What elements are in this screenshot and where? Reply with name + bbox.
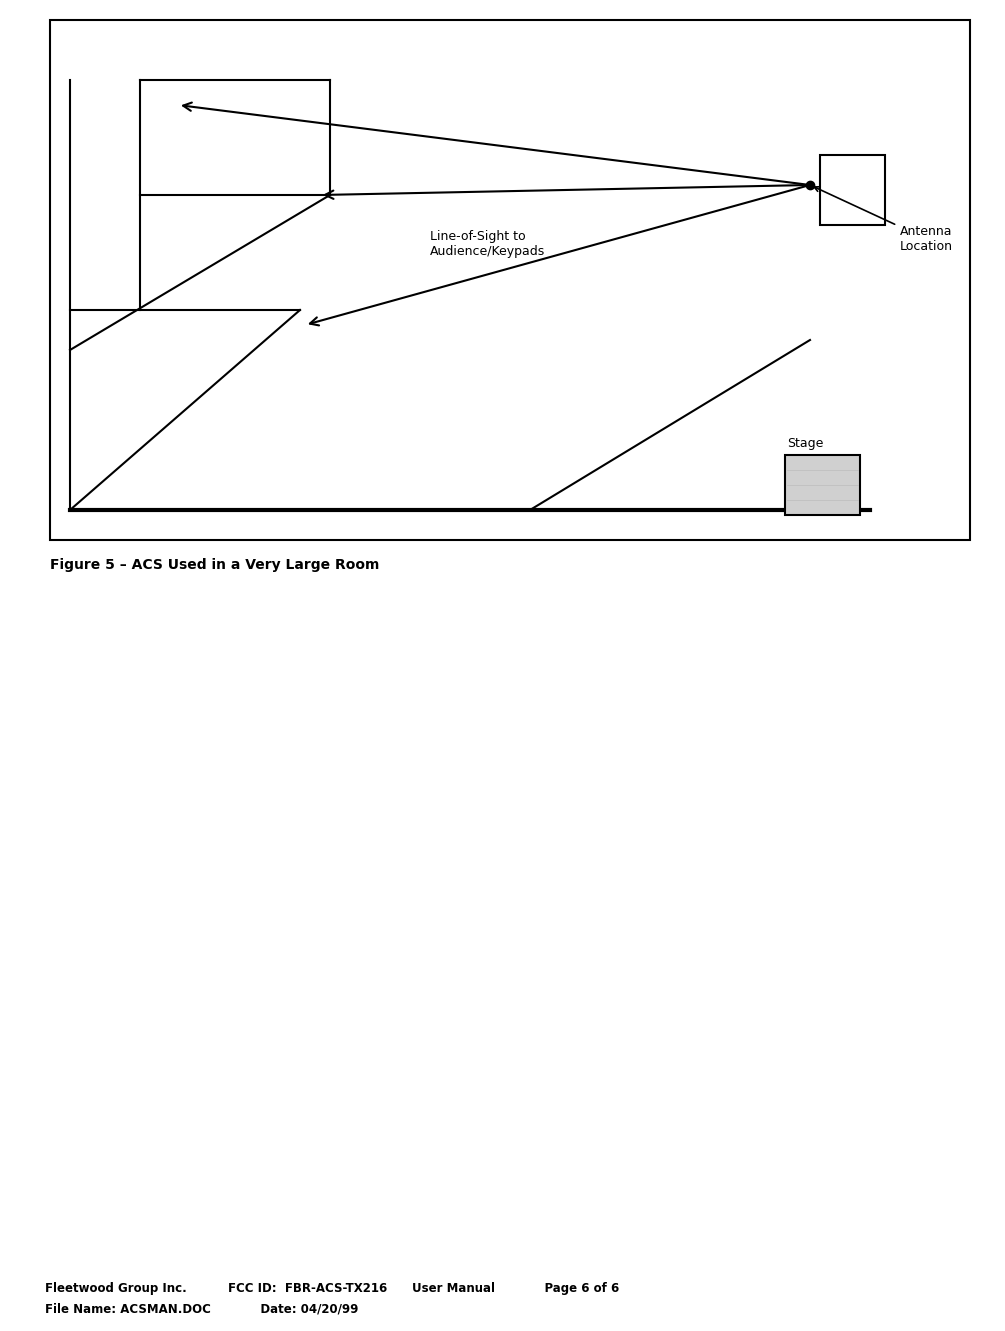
Text: Antenna
Location: Antenna Location [814,186,953,253]
Text: File Name: ACSMAN.DOC            Date: 04/20/99: File Name: ACSMAN.DOC Date: 04/20/99 [45,1302,359,1315]
Text: Fleetwood Group Inc.          FCC ID:  FBR-ACS-TX216      User Manual           : Fleetwood Group Inc. FCC ID: FBR-ACS-TX2… [45,1282,619,1295]
Bar [820,154,885,225]
Bar [50,20,970,540]
Text: Line-of-Sight to
Audience/Keypads: Line-of-Sight to Audience/Keypads [430,230,546,258]
Text: Figure 5 – ACS Used in a Very Large Room: Figure 5 – ACS Used in a Very Large Room [50,558,379,572]
Bar [785,455,860,515]
Text: Stage: Stage [787,437,823,450]
